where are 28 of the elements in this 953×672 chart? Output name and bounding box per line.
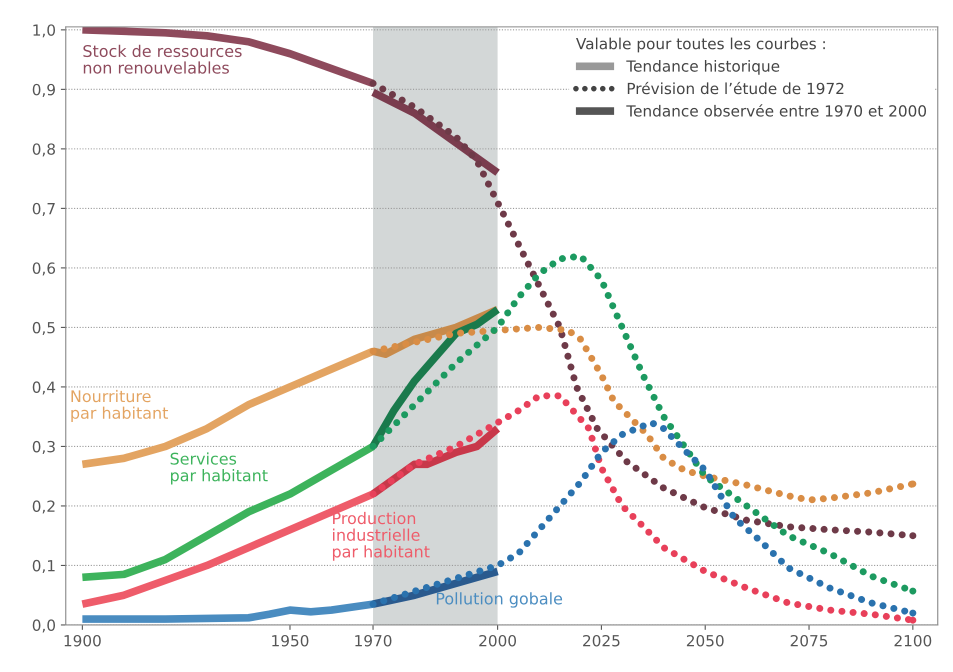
- series-label: Services par habitant: [170, 452, 268, 485]
- y-tick-label: 0,2: [32, 500, 55, 514]
- y-tick-label: 0,7: [32, 202, 55, 216]
- text: Pollution gobale: [436, 592, 562, 608]
- x-tick-label: 1950: [272, 634, 308, 647]
- x-tick-label: 2000: [479, 634, 516, 647]
- x-tick-label: 2025: [583, 634, 620, 647]
- x-tick-label: 2075: [790, 634, 828, 647]
- y-tick-label: 1,0: [33, 24, 56, 38]
- y-tick-label: 0,5: [32, 322, 55, 335]
- series-label: Nourriture par habitant: [71, 390, 168, 422]
- legend-label: Tendance observée entre 1970 et 2000: [626, 104, 926, 117]
- legend-label: Prévision de l’étude de 1972: [628, 82, 844, 94]
- series-label: Production industrielle par habitant: [332, 512, 430, 561]
- y-tick-label: 0,0: [32, 619, 56, 633]
- y-tick-label: 0,1: [32, 560, 55, 574]
- legend-title: Valable pour toutes les courbes :: [576, 38, 825, 52]
- legend-label: Tendance historique: [626, 60, 780, 75]
- y-tick-label: 0,8: [32, 143, 55, 156]
- x-tick-label: 2100: [894, 634, 932, 647]
- x-tick-label: 2050: [686, 634, 724, 647]
- x-tick-label: 1970: [355, 634, 392, 647]
- y-tick-label: 0,3: [32, 440, 55, 454]
- y-tick-label: 0,9: [32, 84, 55, 97]
- y-tick-label: 0,6: [32, 262, 56, 276]
- series-label: Stock de ressources non renouvelables: [83, 44, 242, 74]
- x-tick-label: 1900: [64, 634, 101, 647]
- y-tick-label: 0,4: [32, 381, 56, 394]
